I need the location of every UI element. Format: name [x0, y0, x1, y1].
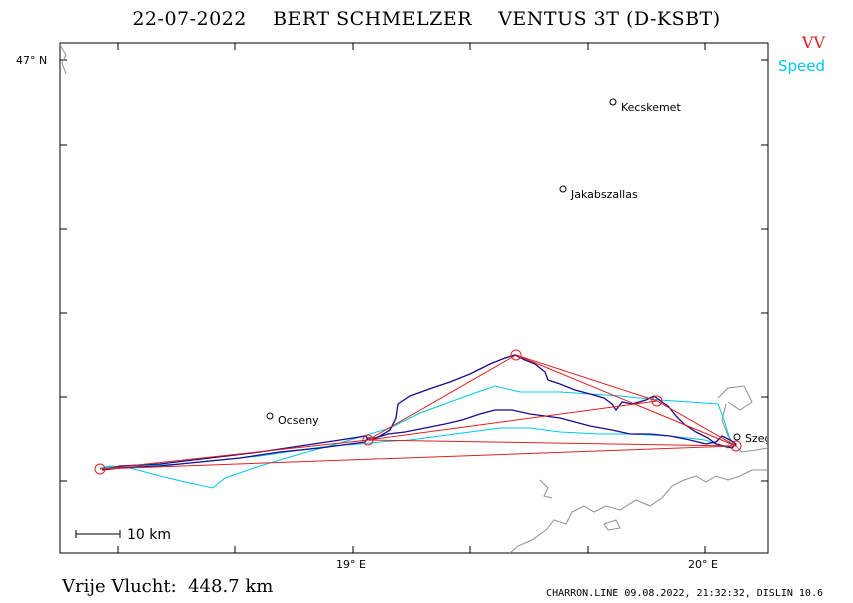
- border-lines: [59, 44, 769, 554]
- lat-ticks: [60, 59, 768, 482]
- place-label-szeged: Szeged: [745, 432, 785, 445]
- distance-value: 448.7 km: [188, 576, 274, 597]
- pilot-name: BERT SCHMELZER: [273, 8, 473, 30]
- place-szeged: Szeged: [733, 432, 785, 445]
- place-label-clip: Szeged: [745, 432, 785, 445]
- lon-label-19: 19° E: [336, 558, 366, 571]
- distance-label: Vrije Vlucht:: [62, 576, 177, 597]
- scale-bar: 10 km: [75, 527, 171, 543]
- distance-readout: Vrije Vlucht: 448.7 km: [62, 576, 273, 597]
- place-marker-icon: [609, 98, 617, 106]
- flight-track: [101, 354, 738, 471]
- turnpoint-5: [730, 440, 742, 452]
- turnpoint-4: [651, 395, 663, 407]
- glider-name: VENTUS 3T (D-KSBT): [498, 8, 721, 30]
- place-label-jakabszallas: Jakabszallas: [570, 188, 638, 201]
- vv-route: [99, 354, 738, 470]
- turnpoint-start: [94, 463, 106, 475]
- lon-ticks: [117, 43, 706, 553]
- turnpoint-3: [510, 349, 522, 361]
- turnpoint-markers: [94, 349, 742, 475]
- place-label-kecskemet: Kecskemet: [621, 101, 681, 114]
- flight-date: 22-07-2022: [132, 8, 247, 30]
- legend-speed: Speed: [777, 57, 825, 75]
- place-jakabszallas: Jakabszallas: [559, 185, 638, 201]
- scale-label: 10 km: [127, 527, 171, 543]
- place-label-ocseny: Ocseny: [278, 414, 319, 427]
- credit-line: CHARRON.LINE 09.08.2022, 21:32:32, DISLI…: [546, 588, 823, 599]
- place-marker-icon: [559, 185, 567, 193]
- place-kecskemet: Kecskemet: [609, 98, 681, 114]
- speed-track: [99, 385, 731, 489]
- turnpoint-2: [362, 434, 374, 446]
- place-ocseny: Ocseny: [266, 412, 319, 427]
- lon-label-20: 20° E: [688, 558, 718, 571]
- legend-vv: VV: [801, 33, 825, 52]
- place-marker-icon: [733, 433, 741, 441]
- lat-label: 47° N: [16, 54, 47, 67]
- place-marker-icon: [266, 412, 274, 420]
- map-title: 22-07-2022 BERT SCHMELZER VENTUS 3T (D-K…: [0, 8, 853, 30]
- map-frame: [59, 42, 769, 554]
